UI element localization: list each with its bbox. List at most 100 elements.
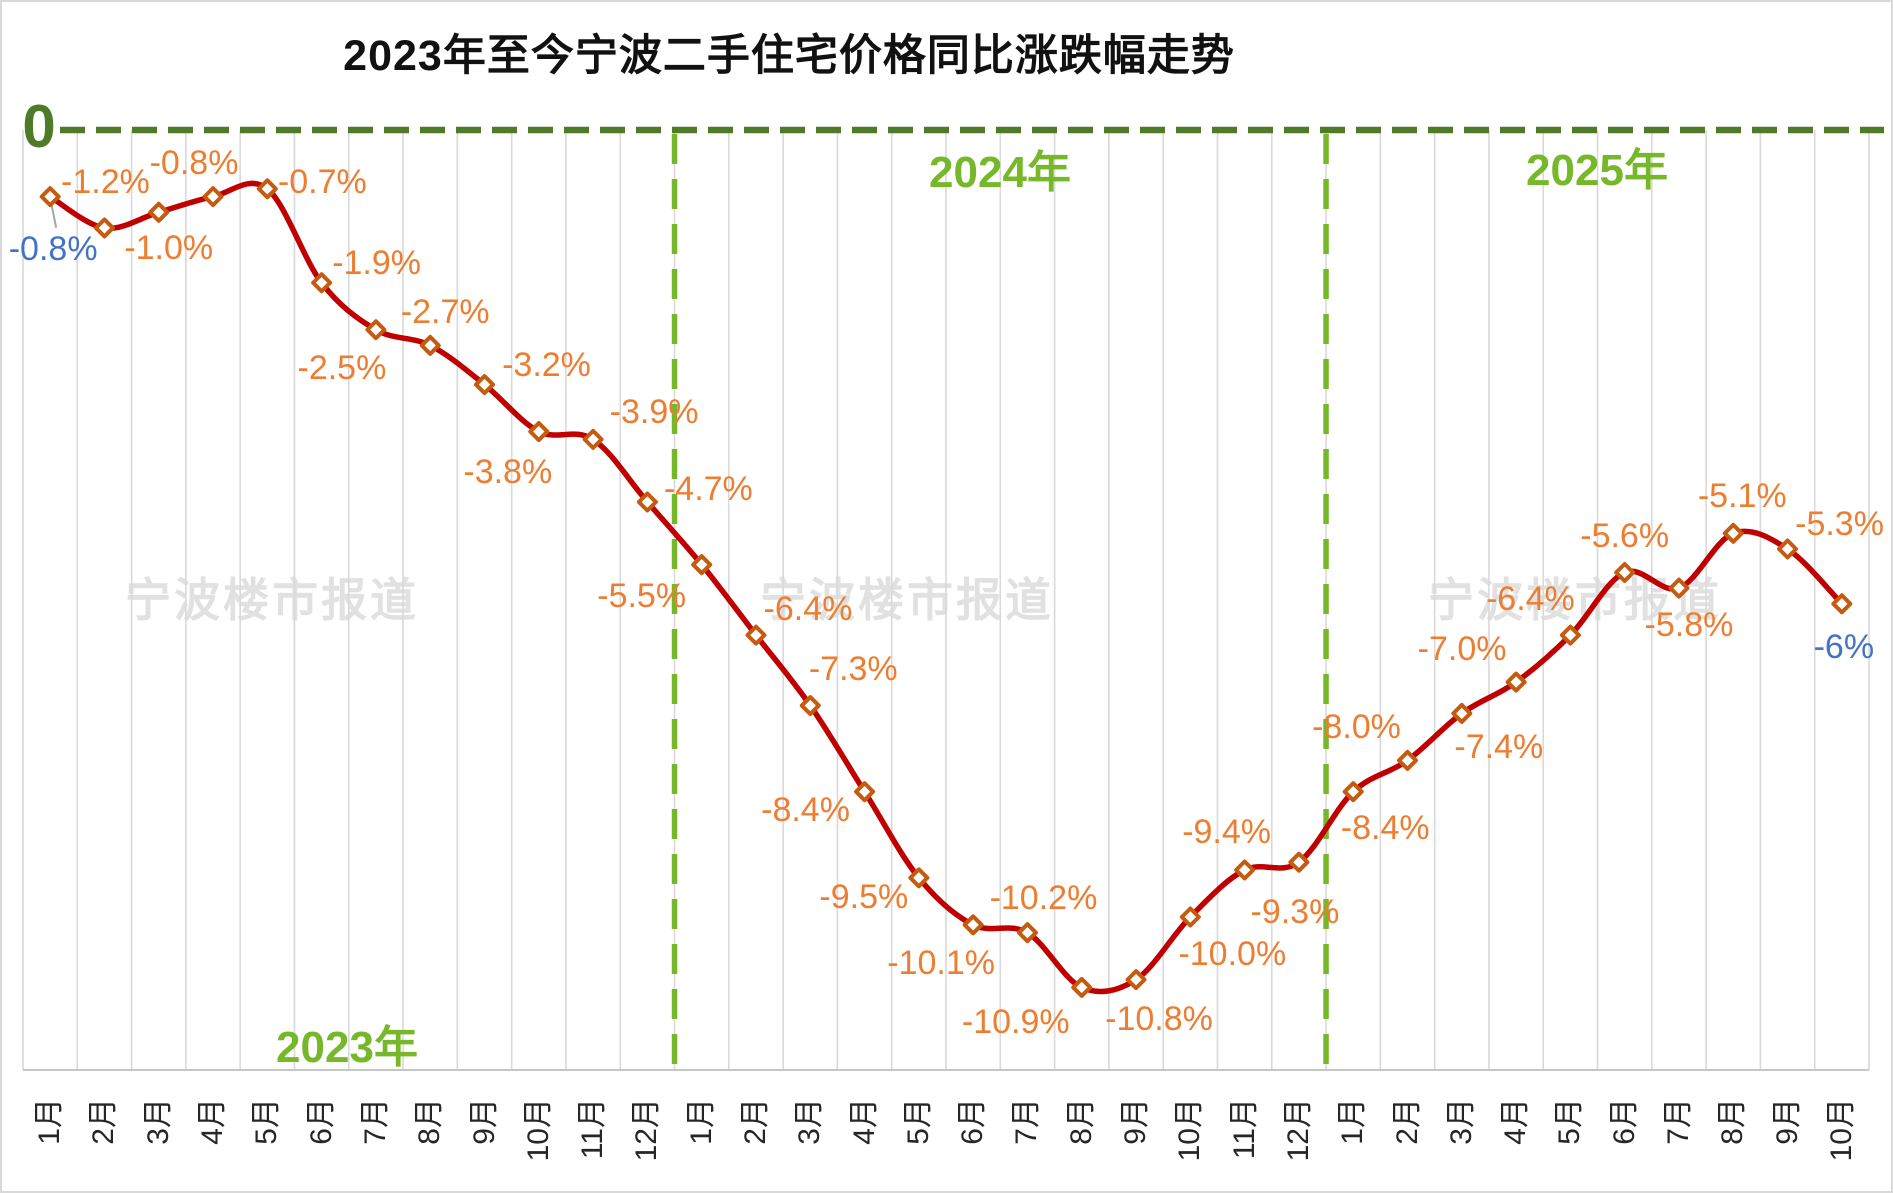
x-axis-label: 12月 <box>1281 1098 1315 1162</box>
data-label: -5.8% <box>1644 606 1734 645</box>
data-point-marker <box>1125 969 1147 991</box>
x-axis-label: 7月 <box>1010 1098 1044 1145</box>
data-label: -6.4% <box>1485 580 1575 619</box>
gridlines <box>22 130 1870 1070</box>
x-axis-label: 1月 <box>684 1098 718 1145</box>
x-axis-label: 9月 <box>1770 1098 1804 1145</box>
data-point-marker <box>93 217 115 239</box>
data-label: -9.4% <box>1182 813 1272 852</box>
data-point-marker <box>854 781 876 803</box>
x-axis-label: 2月 <box>1390 1098 1424 1145</box>
y-axis-zero-label: 0 <box>22 93 56 160</box>
data-label: -10.1% <box>887 943 996 982</box>
x-axis-label: 3月 <box>141 1098 175 1145</box>
data-point-marker <box>1722 522 1744 544</box>
data-label: -1.9% <box>332 243 422 282</box>
data-label: -8.0% <box>1312 708 1401 747</box>
x-axis-label: 8月 <box>413 1098 447 1145</box>
data-point-marker <box>474 374 495 396</box>
data-point-marker <box>256 178 278 200</box>
year-label: 2023年 <box>276 1023 418 1072</box>
watermark-text: 宁波楼市报道 <box>1428 574 1722 626</box>
x-axis-label: 11月 <box>1227 1098 1261 1160</box>
data-point-marker <box>1397 749 1418 771</box>
data-label: -7.0% <box>1417 630 1507 669</box>
watermark-text: 宁波楼市报道 <box>760 574 1054 626</box>
data-label: -5.6% <box>1580 517 1670 556</box>
data-label: -9.3% <box>1250 893 1340 932</box>
x-axis-label: 11月 <box>576 1098 610 1160</box>
x-axis-label: 3月 <box>1444 1098 1478 1145</box>
x-axis-label: 5月 <box>1553 1098 1587 1145</box>
data-label: -10.0% <box>1178 935 1287 973</box>
x-axis-label: 10月 <box>1824 1098 1858 1162</box>
data-point-marker <box>1831 593 1853 615</box>
data-point-marker <box>1614 561 1636 583</box>
x-axis-label: 2月 <box>87 1098 121 1145</box>
data-label: -5.1% <box>1697 477 1787 516</box>
x-axis-label: 10月 <box>521 1098 555 1162</box>
data-label: -3.8% <box>463 452 553 491</box>
x-axis-label: 9月 <box>467 1098 501 1145</box>
data-label: -5.3% <box>1795 504 1884 543</box>
data-label: -6.4% <box>763 590 853 629</box>
x-axis-label: 1月 <box>33 1098 67 1145</box>
x-axis-label: 6月 <box>956 1098 990 1145</box>
data-label: -3.2% <box>502 345 591 384</box>
x-axis-label: 7月 <box>1661 1098 1695 1145</box>
data-point-marker <box>1016 922 1038 944</box>
data-label: -1.0% <box>124 229 214 268</box>
data-label: -1.2% <box>61 162 150 201</box>
x-axis-label: 7月 <box>358 1098 392 1145</box>
x-axis-label: 4月 <box>847 1098 881 1145</box>
data-label: -8.4% <box>761 790 850 829</box>
data-point-markers <box>39 178 1853 998</box>
x-axis-label: 4月 <box>196 1098 230 1145</box>
data-label: -2.7% <box>400 293 490 332</box>
data-point-marker <box>311 272 333 294</box>
label-leader-line <box>50 202 58 228</box>
data-point-marker <box>365 319 387 341</box>
data-point-marker <box>1505 671 1527 693</box>
data-label: -4.7% <box>663 470 753 508</box>
x-axis-label: 6月 <box>1607 1098 1641 1145</box>
x-axis-label: 6月 <box>304 1098 338 1145</box>
data-point-marker <box>1071 976 1093 998</box>
data-point-marker <box>799 695 821 717</box>
data-point-marker <box>39 186 61 208</box>
data-point-marker <box>1668 577 1690 599</box>
data-label: -9.5% <box>819 877 909 916</box>
data-label: -10.2% <box>989 878 1098 917</box>
data-point-marker <box>962 914 984 936</box>
chart-title: 2023年至今宁波二手住宅价格同比涨跌幅走势 <box>343 32 1235 80</box>
data-point-marker <box>1288 851 1310 873</box>
data-label: -0.7% <box>277 162 367 201</box>
data-point-marker <box>1559 624 1581 646</box>
data-label: -5.5% <box>597 576 687 615</box>
data-point-marker <box>1451 702 1473 724</box>
data-point-marker <box>1342 781 1364 803</box>
data-point-marker <box>745 624 767 646</box>
x-axis-label: 8月 <box>1064 1098 1098 1145</box>
x-axis-label: 12月 <box>630 1098 664 1162</box>
x-axis-label: 3月 <box>793 1098 827 1145</box>
data-label: -10.8% <box>1105 999 1213 1038</box>
data-label: -8.4% <box>1340 808 1430 847</box>
x-axis-label: 8月 <box>1716 1098 1750 1145</box>
x-axis-label: 1月 <box>1336 1098 1370 1145</box>
data-label: -0.8% <box>149 143 239 182</box>
x-axis-label: 9月 <box>1119 1098 1153 1145</box>
data-label: -7.3% <box>808 649 898 688</box>
data-label: -0.8% <box>8 229 98 268</box>
data-label: -7.4% <box>1454 728 1544 767</box>
x-axis-label: 5月 <box>901 1098 935 1145</box>
data-point-marker <box>202 186 224 208</box>
data-point-marker <box>908 867 930 889</box>
year-label: 2025年 <box>1526 146 1668 195</box>
watermark-text: 宁波楼市报道 <box>125 574 419 626</box>
data-label: -10.9% <box>961 1003 1070 1042</box>
data-point-marker <box>419 334 441 356</box>
data-point-marker <box>691 554 713 576</box>
